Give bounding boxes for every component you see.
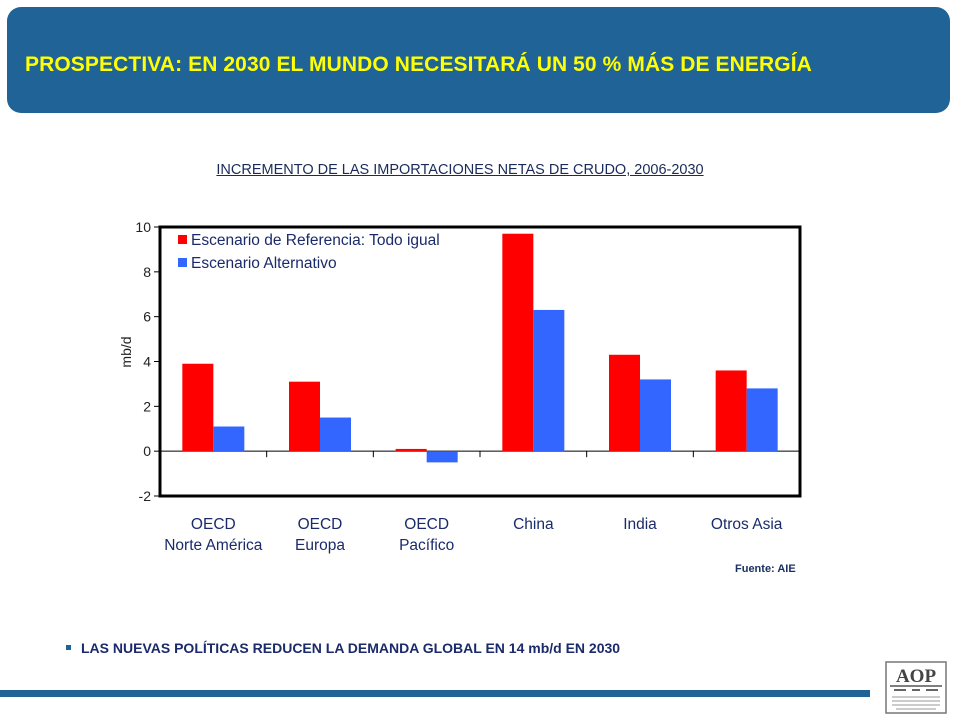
x-tick-label: India	[623, 516, 657, 533]
x-tick-label: Otros Asia	[711, 516, 783, 533]
x-tick-label: Europa	[295, 537, 345, 554]
header-bar: PROSPECTIVA: EN 2030 EL MUNDO NECESITARÁ…	[7, 7, 950, 113]
legend-swatch	[178, 258, 187, 267]
bullet-item: LAS NUEVAS POLÍTICAS REDUCEN LA DEMANDA …	[66, 640, 620, 656]
bullet-square-icon	[66, 644, 71, 650]
bar	[640, 379, 671, 452]
slide-title: PROSPECTIVA: EN 2030 EL MUNDO NECESITARÁ…	[25, 53, 812, 76]
x-tick-label: OECD	[191, 516, 236, 533]
footer-divider	[0, 690, 870, 697]
logo-text: AOP	[896, 666, 937, 687]
bar	[289, 381, 320, 452]
x-tick-label: Pacífico	[399, 537, 454, 554]
bar	[746, 388, 778, 452]
bar	[609, 354, 640, 452]
x-tick-label: OECD	[298, 516, 343, 533]
bar	[213, 426, 245, 452]
y-tick-label: 10	[135, 219, 151, 235]
chart-title: INCREMENTO DE LAS IMPORTACIONES NETAS DE…	[216, 162, 704, 178]
x-tick-label: OECD	[404, 516, 449, 533]
source-note: Fuente: AIE	[735, 563, 796, 575]
aop-logo: AOP	[885, 661, 947, 714]
x-tick-label: Norte América	[164, 537, 263, 554]
x-tick-label: China	[513, 516, 554, 533]
legend-label: Escenario de Referencia: Todo igual	[191, 232, 440, 249]
y-tick-label: 2	[143, 398, 151, 414]
legend-swatch	[178, 235, 187, 244]
y-tick-label: 0	[143, 443, 151, 459]
bullet-text: LAS NUEVAS POLÍTICAS REDUCEN LA DEMANDA …	[81, 640, 621, 656]
legend-label: Escenario Alternativo	[191, 255, 337, 272]
bar	[395, 448, 427, 452]
bar	[426, 451, 458, 463]
bar	[182, 363, 214, 452]
bar	[502, 233, 534, 452]
bar	[715, 370, 747, 452]
y-tick-label: 6	[143, 309, 151, 325]
bar	[533, 309, 565, 452]
bar	[320, 417, 351, 452]
y-axis-label: mb/d	[118, 336, 134, 367]
y-tick-label: 8	[143, 264, 151, 280]
y-tick-label: 4	[143, 354, 151, 370]
y-tick-label: -2	[139, 488, 152, 504]
